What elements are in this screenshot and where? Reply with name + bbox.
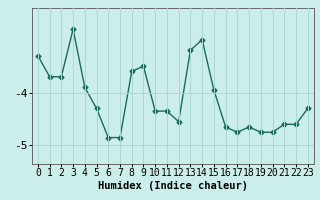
- X-axis label: Humidex (Indice chaleur): Humidex (Indice chaleur): [98, 181, 248, 191]
